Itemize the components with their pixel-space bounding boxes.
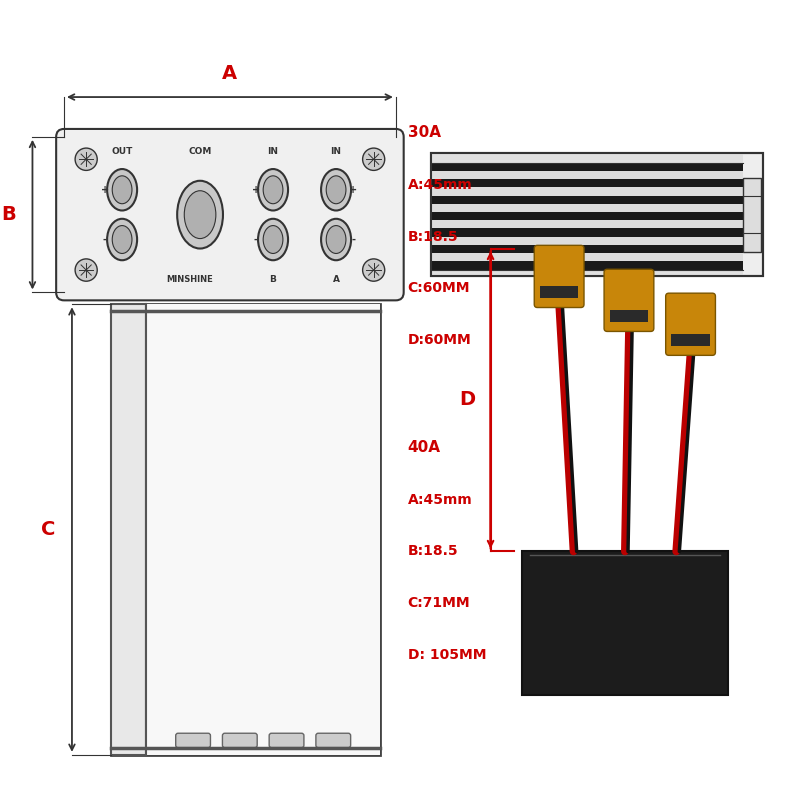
Text: D: D [459, 390, 475, 410]
FancyBboxPatch shape [604, 270, 654, 331]
FancyBboxPatch shape [534, 246, 584, 307]
FancyBboxPatch shape [269, 734, 304, 747]
Ellipse shape [107, 218, 137, 260]
Text: MINSHINE: MINSHINE [166, 275, 214, 284]
Circle shape [362, 259, 385, 282]
Ellipse shape [326, 176, 346, 204]
Text: IN: IN [267, 146, 278, 156]
Bar [111, 304, 380, 754]
Ellipse shape [263, 226, 283, 254]
Ellipse shape [184, 190, 216, 238]
Ellipse shape [326, 226, 346, 254]
Text: -: - [351, 234, 355, 245]
Bar [431, 171, 743, 179]
FancyBboxPatch shape [56, 129, 404, 300]
Ellipse shape [321, 218, 351, 260]
Bar [431, 179, 743, 187]
Bar [431, 253, 743, 262]
Text: OUT: OUT [111, 146, 133, 156]
Bar [431, 162, 743, 171]
FancyBboxPatch shape [316, 734, 350, 747]
Bar [431, 187, 743, 195]
Bar [431, 153, 763, 277]
FancyBboxPatch shape [176, 734, 210, 747]
Text: COM: COM [188, 146, 212, 156]
Bar [743, 178, 761, 252]
Text: IN: IN [330, 146, 342, 156]
Circle shape [362, 148, 385, 170]
Bar [610, 310, 648, 322]
Text: +: + [252, 185, 260, 194]
Text: A: A [333, 275, 339, 284]
Bar [111, 304, 146, 754]
Bar [431, 245, 743, 253]
Text: +: + [101, 185, 109, 194]
Ellipse shape [112, 226, 132, 254]
Text: D:60MM: D:60MM [408, 334, 471, 347]
Bar [431, 237, 743, 245]
Text: B: B [270, 275, 277, 284]
Bar [146, 304, 380, 754]
Ellipse shape [177, 181, 223, 249]
FancyBboxPatch shape [222, 734, 257, 747]
Text: C:60MM: C:60MM [408, 282, 470, 295]
Ellipse shape [258, 169, 288, 210]
Bar [671, 334, 710, 346]
Ellipse shape [107, 169, 137, 210]
Bar [431, 262, 743, 270]
Text: A: A [222, 64, 238, 82]
Bar [431, 153, 743, 162]
Ellipse shape [321, 169, 351, 210]
Bar [431, 153, 763, 277]
Text: B:18.5: B:18.5 [408, 230, 458, 243]
Bar [522, 551, 727, 695]
Text: A:45mm: A:45mm [408, 493, 472, 506]
Circle shape [75, 148, 98, 170]
Text: D: 105MM: D: 105MM [408, 648, 486, 662]
Ellipse shape [258, 218, 288, 260]
Text: C: C [41, 520, 55, 539]
Bar [431, 195, 743, 204]
Text: -: - [254, 234, 258, 245]
Text: -: - [102, 234, 106, 245]
Text: 30A: 30A [408, 126, 441, 141]
Text: 40A: 40A [408, 440, 441, 455]
Ellipse shape [263, 176, 283, 204]
Bar [431, 270, 743, 277]
FancyBboxPatch shape [666, 293, 715, 355]
Bar [540, 286, 578, 298]
Bar [431, 204, 743, 212]
Text: C:71MM: C:71MM [408, 596, 470, 610]
Text: A:45mm: A:45mm [408, 178, 472, 192]
Text: B:18.5: B:18.5 [408, 545, 458, 558]
Bar [431, 229, 743, 237]
Text: +: + [350, 185, 358, 194]
Text: B: B [2, 205, 16, 224]
Bar [431, 220, 743, 229]
Circle shape [75, 259, 98, 282]
Ellipse shape [112, 176, 132, 204]
Bar [431, 212, 743, 220]
